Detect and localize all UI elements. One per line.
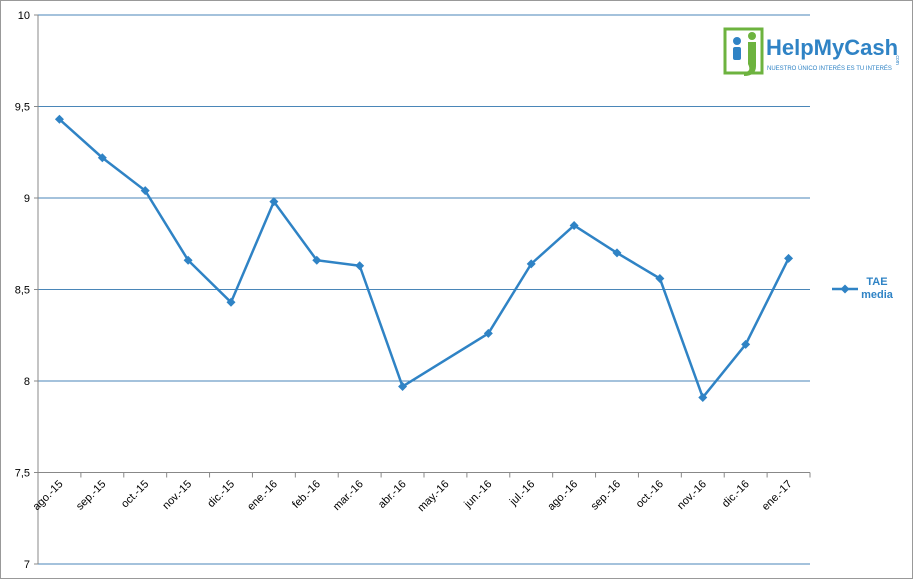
legend-label: TAE media (861, 276, 893, 301)
y-tick-label: 9,5 (15, 102, 30, 114)
logo-icon-head (733, 37, 741, 45)
data-point (312, 255, 322, 265)
data-point (698, 392, 708, 402)
data-point (569, 220, 579, 230)
data-point (398, 381, 408, 391)
data-point (54, 114, 64, 124)
data-point (741, 339, 751, 349)
y-tick-label: 9 (24, 193, 30, 205)
data-point (655, 274, 665, 284)
data-point (97, 153, 107, 163)
logo-domain: .com (894, 54, 900, 65)
logo-icon-body (733, 47, 741, 60)
y-tick-label: 8 (24, 376, 30, 388)
logo-name: HelpMyCash (766, 35, 898, 60)
data-point (612, 248, 622, 258)
data-point (784, 253, 794, 263)
data-point (269, 197, 279, 207)
y-tick-label: 10 (18, 10, 30, 22)
legend-marker (840, 284, 850, 294)
logo-icon-frame (723, 27, 764, 75)
data-point (483, 328, 493, 338)
data-point (183, 255, 193, 265)
logo: HelpMyCash .com NUESTRO ÚNICO INTERÉS ES… (723, 27, 900, 76)
y-tick-label: 7,5 (15, 468, 30, 480)
y-tick-label: 7 (24, 559, 30, 571)
logo-tagline: NUESTRO ÚNICO INTERÉS ES TU INTERÉS (767, 65, 892, 72)
data-point (355, 261, 365, 271)
logo-icon-head (748, 32, 756, 40)
data-point (526, 259, 536, 269)
data-point (140, 186, 150, 196)
logo-icon-j (744, 42, 756, 76)
y-tick-label: 8,5 (15, 285, 30, 297)
data-point (226, 297, 236, 307)
